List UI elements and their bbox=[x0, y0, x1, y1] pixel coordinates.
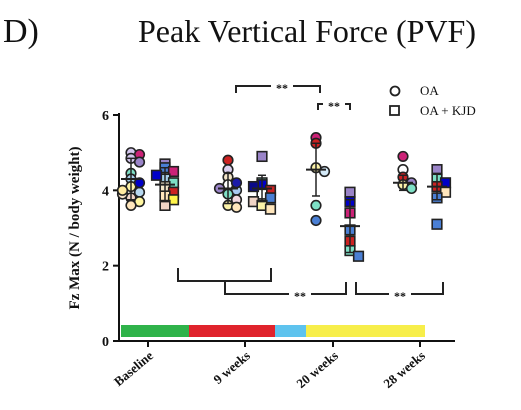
oa-point bbox=[310, 199, 322, 211]
significance-mask bbox=[389, 290, 411, 301]
oa-kjd-point bbox=[431, 218, 443, 230]
significance-label: ** bbox=[328, 99, 340, 113]
oa-kjd-point bbox=[167, 165, 180, 178]
oa-kjd-point bbox=[344, 186, 356, 198]
legend-square-marker bbox=[389, 105, 400, 116]
significance-label: ** bbox=[294, 289, 306, 303]
legend-circle-marker bbox=[389, 85, 401, 97]
y-tick-label: 4 bbox=[102, 184, 109, 199]
oa-point bbox=[222, 154, 234, 166]
legend-label-oa-kjd: OA + KJD bbox=[420, 103, 476, 118]
legend-label-oa: OA bbox=[420, 83, 439, 98]
oa-kjd-point bbox=[150, 169, 163, 181]
timeline-bar bbox=[121, 325, 425, 337]
oa-kjd-point bbox=[167, 194, 180, 206]
oa-kjd-point bbox=[264, 192, 277, 204]
oa-point bbox=[230, 177, 243, 189]
significance-mask bbox=[289, 290, 311, 301]
error-bars bbox=[121, 142, 447, 254]
timeline-segment bbox=[121, 325, 189, 337]
legend: OA OA + KJD bbox=[389, 83, 476, 118]
panel-label: D) bbox=[3, 13, 39, 50]
oa-point bbox=[125, 199, 137, 211]
oa-kjd-point bbox=[256, 150, 268, 163]
bracket-bottom-left bbox=[177, 268, 272, 282]
x-tick-label: 28 weeks bbox=[380, 348, 428, 391]
y-axis-label: Fz Max (N / body weight) bbox=[67, 147, 83, 310]
oa-kjd-point bbox=[352, 250, 365, 262]
significance-mask bbox=[323, 100, 345, 111]
oa-point bbox=[310, 214, 322, 227]
y-tick-label: 0 bbox=[102, 335, 109, 350]
significance-brackets: ** ** ** ** bbox=[177, 81, 444, 303]
oa-point bbox=[116, 184, 129, 196]
oa-point bbox=[133, 177, 146, 189]
oa-point bbox=[133, 186, 146, 198]
data-points bbox=[116, 132, 452, 262]
timeline-segment bbox=[189, 325, 275, 337]
y-tick-label: 6 bbox=[102, 109, 109, 124]
timeline-segment bbox=[306, 325, 425, 337]
y-tick-label: 2 bbox=[102, 260, 109, 275]
significance-mask bbox=[271, 82, 293, 93]
oa-kjd-point bbox=[247, 180, 260, 193]
oa-point bbox=[133, 156, 146, 168]
x-tick-labels: Baseline 9 weeks 20 weeks 28 weeks bbox=[111, 348, 428, 391]
bracket-bottom-mid bbox=[224, 282, 347, 295]
timeline-segment bbox=[275, 325, 306, 337]
chart-title: Peak Vertical Force (PVF) bbox=[138, 13, 476, 49]
x-tick-label: 20 weeks bbox=[293, 348, 341, 391]
oa-point bbox=[230, 201, 243, 213]
axes: 0 2 4 6 bbox=[102, 109, 455, 350]
oa-point bbox=[318, 165, 331, 178]
oa-point bbox=[397, 150, 409, 163]
oa-point bbox=[405, 182, 418, 195]
oa-kjd-point bbox=[264, 203, 277, 215]
x-tick-label: 9 weeks bbox=[210, 348, 253, 387]
significance-label: ** bbox=[394, 289, 406, 303]
significance-label: ** bbox=[276, 81, 288, 95]
x-tick-label: Baseline bbox=[111, 348, 156, 389]
